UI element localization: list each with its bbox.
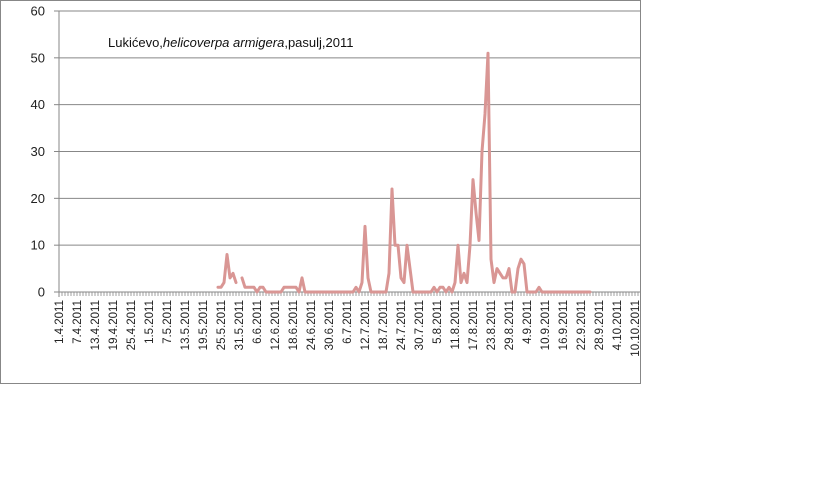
x-tick-label: 1.4.2011 [54,300,66,344]
x-tick-label: 5.8.2011 [432,300,444,344]
x-tick-label: 25.5.2011 [216,300,228,350]
x-tick-label: 30.6.2011 [324,300,336,350]
x-tick-label: 25.4.2011 [126,300,138,350]
x-tick-label: 24.7.2011 [396,300,408,350]
gridlines [59,10,640,246]
y-tick-label: 60 [31,4,45,19]
x-tick-label: 7.4.2011 [72,300,84,344]
x-tick-label: 6.6.2011 [252,300,264,344]
x-tick-label: 10.10.2011 [630,300,642,357]
line-chart: 0 10 20 30 40 50 60 1.4.2011 7.4.2011 13.4.2011 19… [31,4,642,357]
y-tick-label: 0 [38,285,45,300]
x-tick-label: 29.8.2011 [504,300,516,350]
y-tick-label: 40 [31,97,45,112]
x-tick-label: 13.4.2011 [90,300,102,350]
x-tick-label: 4.10.2011 [612,300,624,350]
x-tick-label: 16.9.2011 [558,300,570,350]
x-tick-label: 1.5.2011 [144,300,156,344]
x-tick-label: 28.9.2011 [594,300,606,350]
x-tick-label: 23.8.2011 [486,300,498,350]
x-tick-label: 12.7.2011 [360,300,372,350]
x-tick-label: 7.5.2011 [162,300,174,344]
y-tick-label: 20 [31,191,45,206]
x-tick-label: 24.6.2011 [306,300,318,350]
x-tick-label: 19.4.2011 [108,300,120,350]
chart-title-part-1: Lukićevo, [108,35,163,50]
x-tick-label: 30.7.2011 [414,300,426,350]
x-tick-label: 18.7.2011 [378,300,390,350]
y-tick-label: 30 [31,144,45,159]
axes: 0 10 20 30 40 50 60 1.4.2011 7.4.2011 13.4.2011 19… [31,4,642,357]
chart-title: Lukićevo,helicoverpa armigera,pasulj,201… [108,35,353,50]
series [216,51,592,294]
y-tick-label: 50 [31,50,45,65]
series-line-segment [216,253,238,289]
x-tick-label: 11.8.2011 [450,300,462,349]
x-tick-label: 6.7.2011 [342,300,354,344]
x-tick-label: 17.8.2011 [468,300,480,350]
y-tick-label: 10 [31,238,45,253]
series-line-segment [240,51,592,294]
x-tick-label: 19.5.2011 [198,300,210,350]
x-tick-label: 22.9.2011 [576,300,588,350]
x-tick-label: 12.6.2011 [270,300,282,350]
chart-area: 0 10 20 30 40 50 60 1.4.2011 7.4.2011 13.4.2011 19… [0,0,642,384]
x-tick-label: 18.6.2011 [288,300,300,350]
x-tick-label: 13.5.2011 [180,300,192,350]
x-tick-label: 4.9.2011 [522,300,534,344]
x-tick-label: 31.5.2011 [234,300,246,350]
chart-title-part-3: ,pasulj,2011 [284,35,353,50]
x-tick-label: 10.9.2011 [540,300,552,350]
chart-title-part-2: helicoverpa armigera [163,35,284,50]
